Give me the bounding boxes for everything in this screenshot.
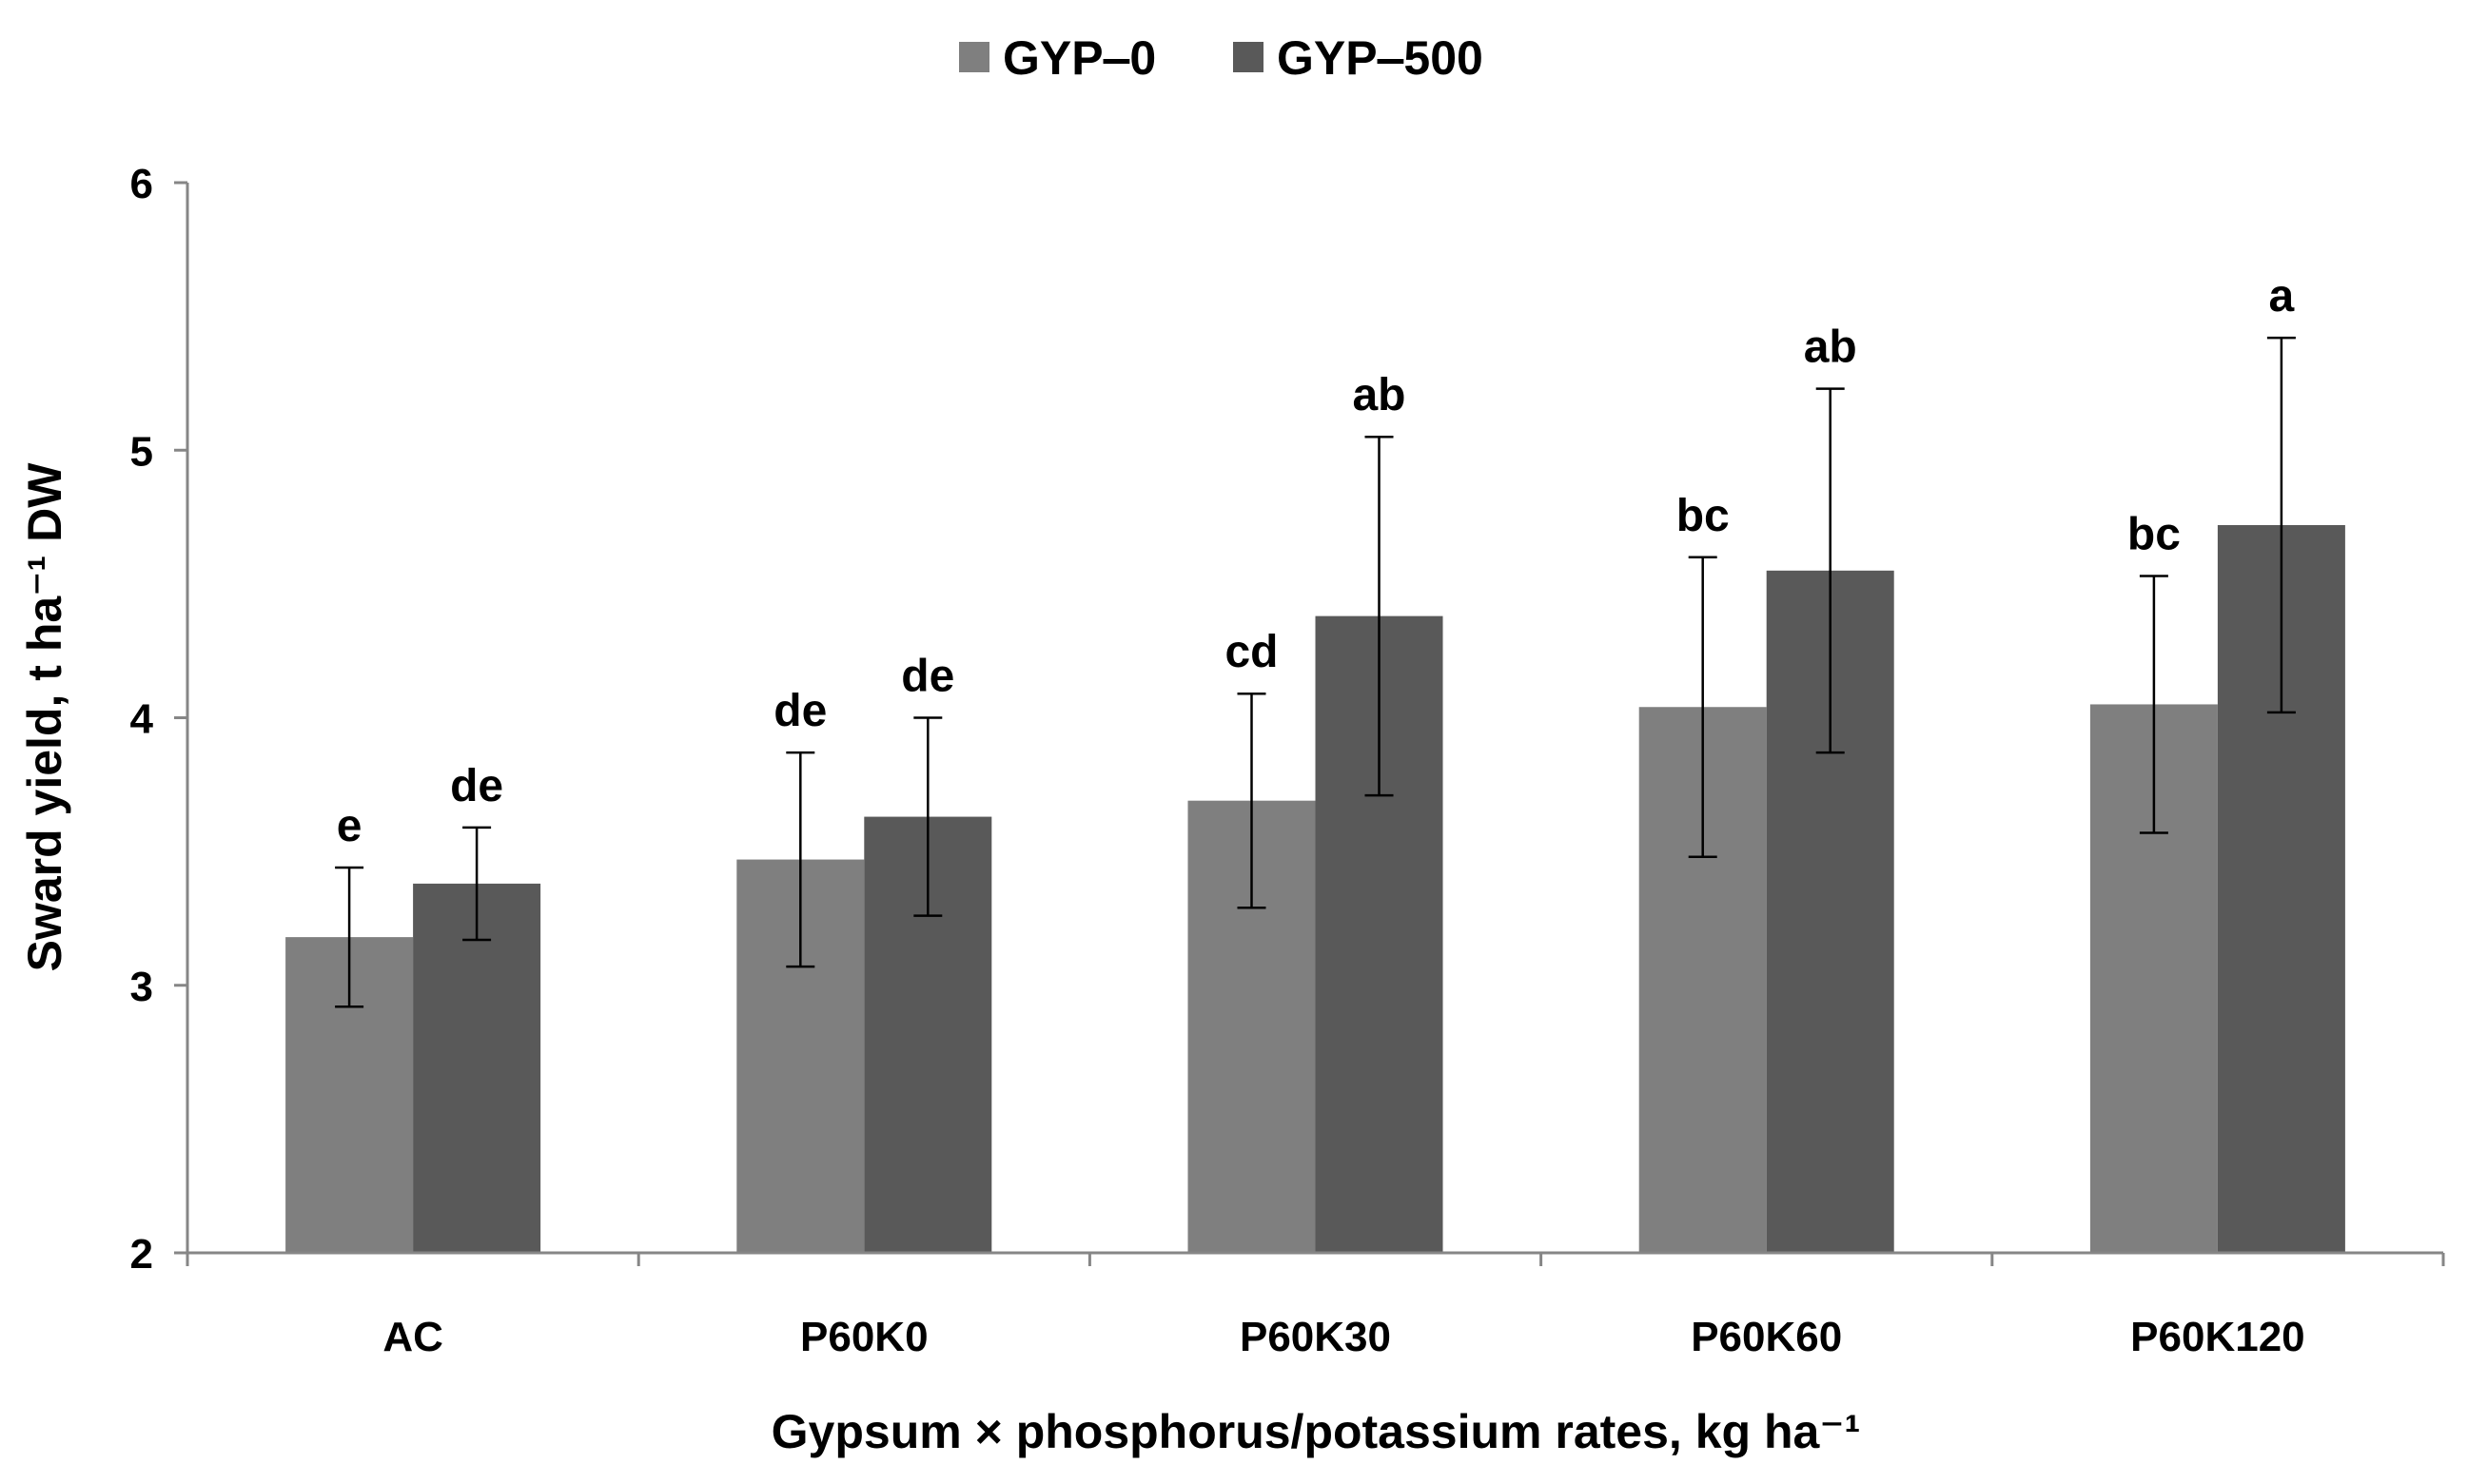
legend-swatch-gyp-0 bbox=[959, 42, 989, 72]
legend: GYP‒0 GYP‒500 bbox=[959, 31, 1483, 85]
y-tick-label: 2 bbox=[130, 1231, 153, 1278]
significance-label: de bbox=[774, 686, 827, 736]
significance-label: ab bbox=[1352, 370, 1405, 420]
bar-gyp-500-ac bbox=[413, 883, 541, 1253]
x-tick-label: AC bbox=[382, 1314, 443, 1360]
significance-label: bc bbox=[2127, 509, 2181, 559]
legend-label-gyp-500: GYP‒500 bbox=[1277, 31, 1483, 85]
x-axis-ticks bbox=[186, 1253, 2445, 1266]
bars bbox=[285, 525, 2345, 1253]
legend-swatch-gyp-500 bbox=[1233, 42, 1263, 72]
y-tick-label: 4 bbox=[130, 696, 154, 743]
x-axis-title: Gypsum × phosphorus/potassium rates, kg … bbox=[772, 1405, 1861, 1458]
y-axis-title: Sward yield, t ha⁻¹ DW bbox=[18, 462, 71, 972]
x-tick-label: P60K120 bbox=[2130, 1314, 2304, 1360]
y-tick-label: 6 bbox=[130, 161, 153, 207]
y-tick-label: 5 bbox=[130, 428, 153, 475]
significance-label: ab bbox=[1804, 322, 1857, 373]
y-tick-label: 3 bbox=[130, 964, 153, 1010]
significance-label: a bbox=[2269, 271, 2295, 322]
x-tick-label: P60K30 bbox=[1240, 1314, 1391, 1360]
significance-label: de bbox=[901, 652, 954, 702]
legend-label-gyp-0: GYP‒0 bbox=[1003, 31, 1156, 85]
significance-labels: e de de de cd ab bc ab bc a bbox=[337, 271, 2295, 851]
x-tick-label: P60K0 bbox=[800, 1314, 929, 1360]
x-axis-tick-labels: AC P60K0 P60K30 P60K60 P60K120 bbox=[382, 1314, 2304, 1360]
x-tick-label: P60K60 bbox=[1691, 1314, 1842, 1360]
significance-label: de bbox=[450, 761, 503, 811]
significance-label: e bbox=[337, 801, 362, 851]
y-axis-ticks: 2 3 4 5 6 bbox=[130, 161, 187, 1278]
significance-label: cd bbox=[1224, 627, 1278, 677]
error-bars bbox=[335, 336, 2296, 1008]
significance-label: bc bbox=[1676, 491, 1730, 541]
